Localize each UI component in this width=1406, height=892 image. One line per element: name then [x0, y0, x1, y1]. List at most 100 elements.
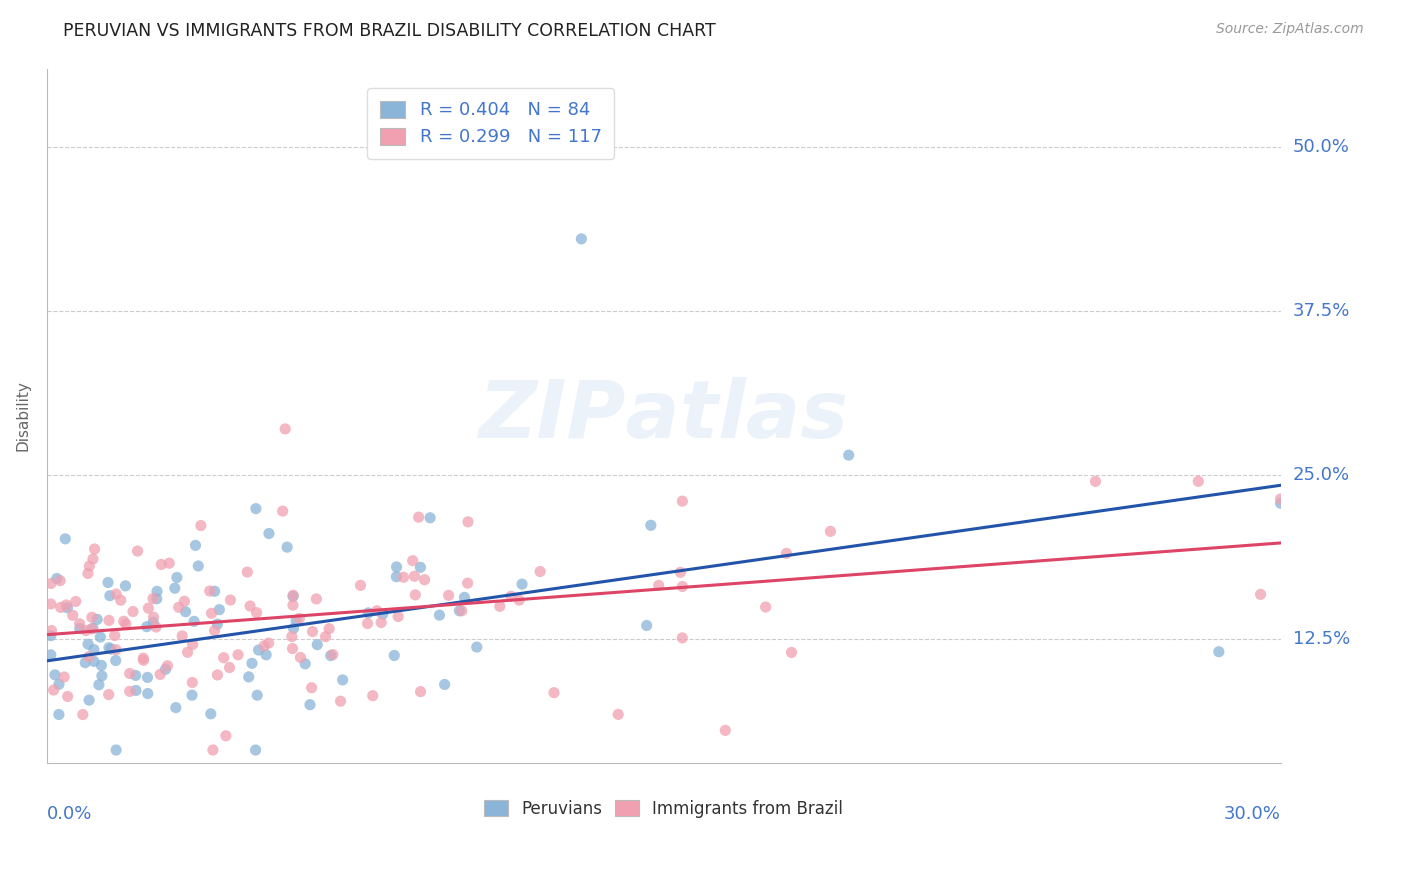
Point	[274, 422, 297, 436]
Point	[392, 570, 415, 584]
Point	[671, 580, 693, 594]
Y-axis label: Disability: Disability	[15, 380, 30, 451]
Point	[315, 630, 337, 644]
Point	[184, 538, 207, 552]
Point	[110, 593, 132, 607]
Point	[86, 612, 108, 626]
Point	[53, 532, 76, 546]
Point	[200, 706, 222, 721]
Point	[124, 668, 146, 682]
Point	[136, 687, 159, 701]
Point	[226, 648, 249, 662]
Point	[136, 670, 159, 684]
Point	[77, 693, 100, 707]
Point	[820, 524, 842, 539]
Point	[755, 600, 778, 615]
Point	[329, 694, 352, 708]
Point	[488, 599, 510, 614]
Point	[1250, 587, 1272, 601]
Point	[163, 581, 186, 595]
Point	[69, 622, 91, 636]
Point	[419, 510, 441, 524]
Point	[413, 573, 436, 587]
Point	[114, 617, 136, 632]
Point	[173, 594, 195, 608]
Point	[775, 546, 797, 560]
Point	[636, 618, 658, 632]
Point	[529, 565, 551, 579]
Point	[457, 576, 479, 591]
Point	[53, 670, 76, 684]
Point	[301, 681, 323, 695]
Point	[138, 601, 160, 615]
Point	[181, 688, 204, 702]
Text: Source: ZipAtlas.com: Source: ZipAtlas.com	[1216, 22, 1364, 37]
Point	[56, 600, 79, 615]
Point	[49, 600, 72, 615]
Point	[149, 667, 172, 681]
Point	[254, 648, 277, 662]
Point	[167, 600, 190, 615]
Point	[174, 605, 197, 619]
Point	[97, 688, 120, 702]
Point	[640, 518, 662, 533]
Point	[671, 494, 693, 508]
Point	[714, 723, 737, 738]
Point	[385, 560, 408, 574]
Text: 30.0%: 30.0%	[1223, 805, 1281, 822]
Point	[305, 591, 328, 606]
Point	[142, 591, 165, 606]
Point	[125, 683, 148, 698]
Point	[142, 615, 165, 630]
Point	[281, 590, 304, 604]
Point	[569, 232, 592, 246]
Point	[77, 649, 100, 664]
Point	[98, 589, 121, 603]
Point	[669, 566, 692, 580]
Text: 0.0%: 0.0%	[46, 805, 91, 822]
Text: 12.5%: 12.5%	[1294, 630, 1350, 648]
Point	[408, 510, 430, 524]
Point	[90, 658, 112, 673]
Point	[246, 688, 269, 702]
Point	[198, 584, 221, 599]
Point	[98, 614, 121, 628]
Point	[253, 639, 276, 653]
Point	[257, 526, 280, 541]
Point	[449, 604, 471, 618]
Point	[122, 605, 145, 619]
Point	[212, 650, 235, 665]
Point	[1187, 475, 1209, 489]
Point	[56, 690, 79, 704]
Point	[429, 608, 451, 623]
Point	[41, 624, 63, 638]
Point	[135, 620, 157, 634]
Point	[156, 658, 179, 673]
Point	[332, 673, 354, 687]
Point	[181, 675, 204, 690]
Point	[82, 622, 104, 636]
Point	[49, 574, 72, 588]
Point	[215, 729, 238, 743]
Point	[72, 707, 94, 722]
Point	[276, 540, 298, 554]
Point	[112, 614, 135, 628]
Point	[281, 641, 304, 656]
Point	[132, 651, 155, 665]
Point	[100, 642, 122, 657]
Point	[319, 648, 342, 663]
Point	[543, 686, 565, 700]
Point	[240, 657, 263, 671]
Point	[55, 598, 77, 612]
Point	[510, 577, 533, 591]
Point	[75, 656, 97, 670]
Point	[366, 604, 388, 618]
Point	[780, 645, 803, 659]
Point	[39, 576, 62, 591]
Point	[90, 669, 112, 683]
Point	[83, 642, 105, 657]
Point	[361, 689, 384, 703]
Point	[356, 616, 378, 631]
Point	[48, 677, 70, 691]
Point	[75, 624, 97, 638]
